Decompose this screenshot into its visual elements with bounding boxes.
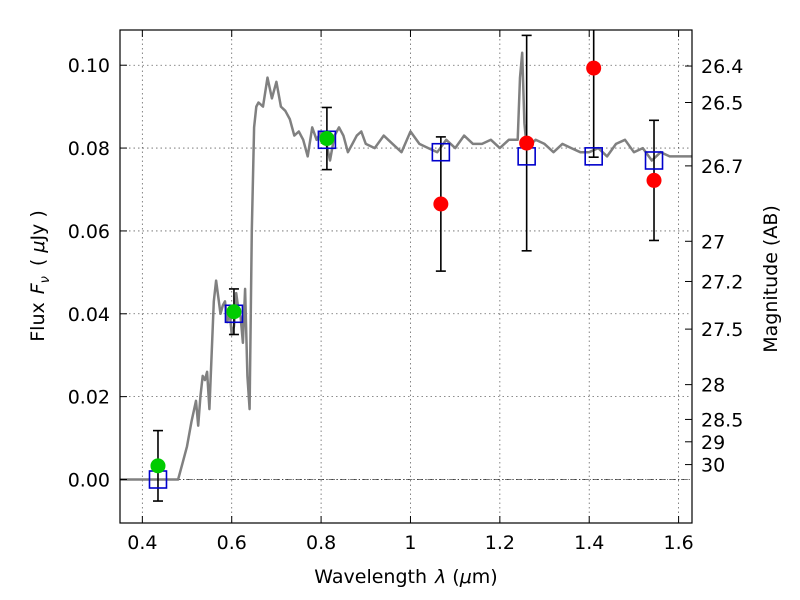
y-ticks: 0.00 0.02 0.04 0.06 0.08 0.10 [68,55,127,492]
mag-tick-label-0: 26.4 [701,56,743,78]
gridlines [120,30,692,523]
detection-point-0 [150,458,166,474]
mag-tick-label-5: 27.5 [701,319,743,341]
y-tick-label-5: 0.10 [68,55,110,77]
x-tick-label-2: 0.8 [306,532,336,554]
nondetection-points [433,60,662,212]
detection-point-2 [319,131,335,147]
x-tick-label-4: 1.2 [485,532,515,554]
y-tick-label-1: 0.02 [68,387,110,409]
nondetection-point-0 [433,196,449,212]
template-spectrum-line [120,51,692,481]
y-tick-label-4: 0.08 [68,138,110,160]
error-bars [152,30,660,502]
mag-tick-label-2: 26.7 [701,156,743,178]
y-axis-label-mu: μ [27,241,49,254]
model-box-5 [584,147,603,166]
y-axis-label-var: F [27,282,49,294]
mag-tick-label-6: 28 [701,375,725,397]
y-axis-label-sub: ν [38,276,53,283]
y-axis-label-unit: Jy ) [27,210,49,241]
mag-tick-label-9: 30 [701,455,725,477]
detection-point-1 [226,304,242,320]
x-tick-label-6: 1.6 [663,532,693,554]
x-axis-label: Wavelength λ (μm) [314,566,497,588]
nondetection-point-1 [519,135,535,151]
y-tick-label-0: 0.00 [68,470,110,492]
template-spectrum [120,51,692,481]
mag-tick-label-7: 28.5 [701,409,743,431]
x-tick-label-0: 0.4 [127,532,157,554]
mag-tick-label-3: 27 [701,231,725,253]
x-tick-label-3: 1 [404,532,416,554]
y2-axis-label: Magnitude (AB) [760,205,782,353]
y-axis-label-open: ( [27,259,49,266]
model-box-3 [431,142,451,162]
mag-tick-label-4: 27.2 [701,271,743,293]
model-box-6 [644,151,664,170]
x-axis-label-mu: μ [459,566,472,588]
y-axis-label: Flux Fν ( μJy ) [27,210,53,342]
nondetection-point-3 [646,172,662,188]
y-axis-label-text: Flux [27,302,49,342]
nondetection-point-2 [586,60,602,76]
plot-frame [119,29,693,524]
x-axis-label-text: Wavelength [314,566,427,588]
mag-tick-label-1: 26.5 [701,93,743,115]
x-axis-label-unit: m) [472,566,498,588]
x-axis-label-var: λ [434,566,446,588]
mag-tick-label-8: 29 [701,432,725,454]
y-tick-label-2: 0.04 [68,304,110,326]
x-ticks: 0.4 0.6 0.8 1 1.2 1.4 1.6 [127,30,694,554]
x-tick-label-1: 0.6 [217,532,247,554]
detection-points [150,131,335,474]
x-axis-label-open: ( [452,566,459,588]
x-tick-label-5: 1.4 [574,532,604,554]
y-tick-label-3: 0.06 [68,221,110,243]
